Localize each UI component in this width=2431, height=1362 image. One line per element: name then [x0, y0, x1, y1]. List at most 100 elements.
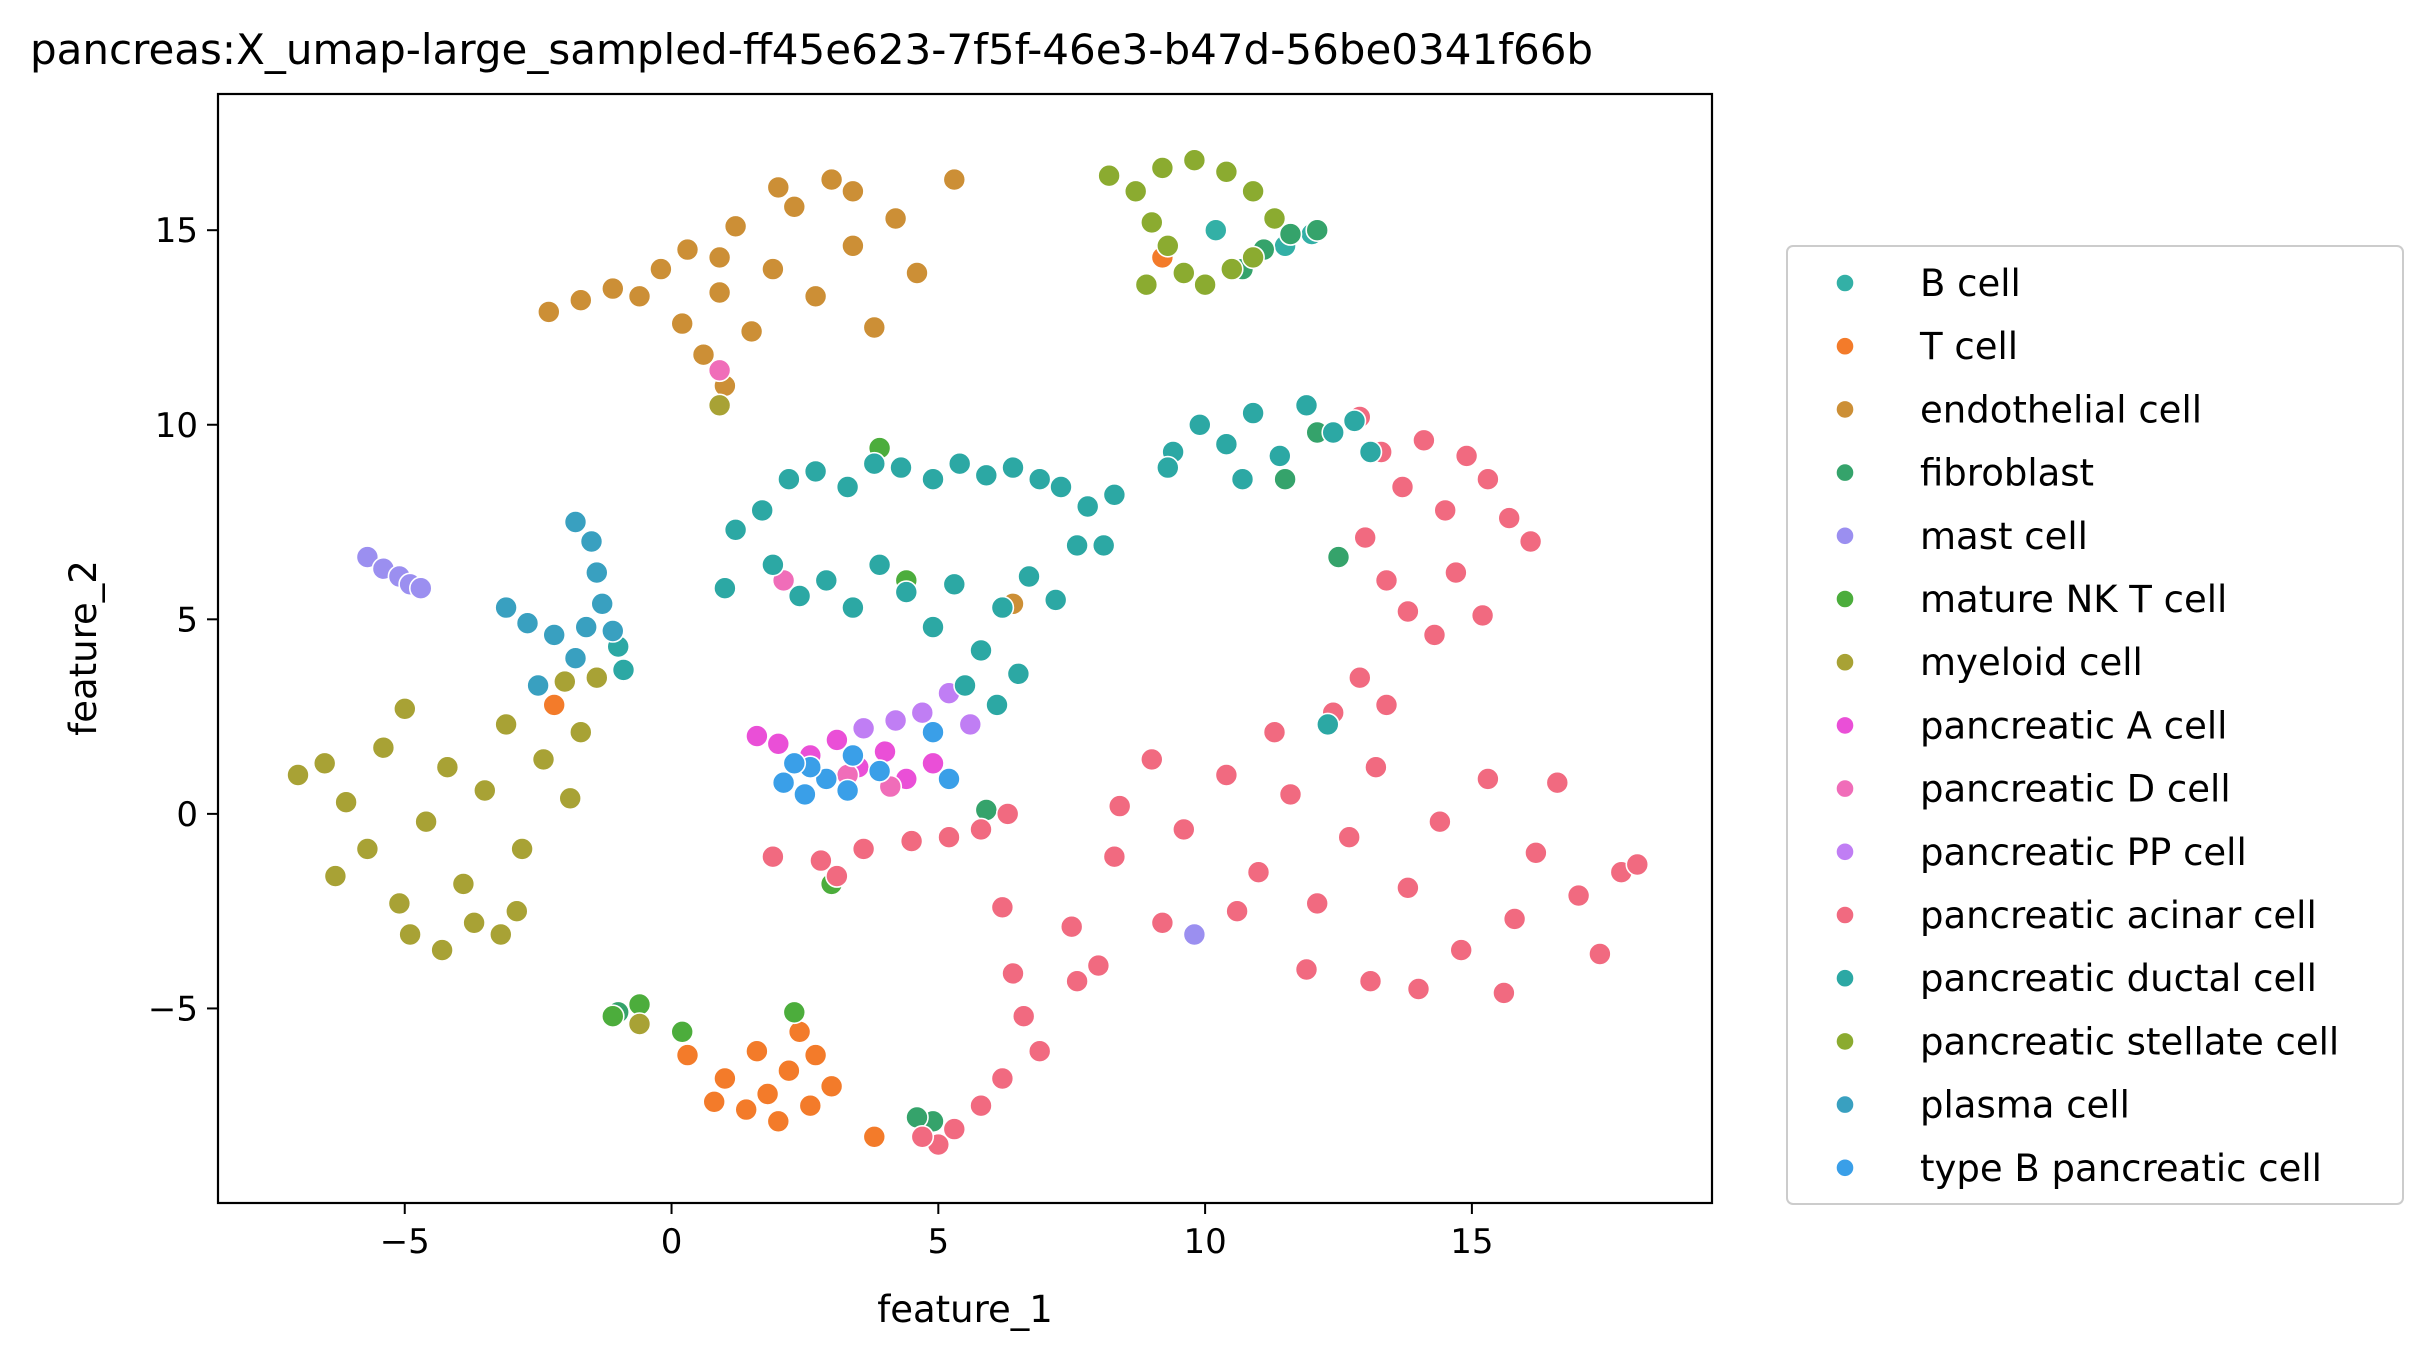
legend-label: plasma cell [1920, 1084, 2130, 1127]
scatter-point [435, 755, 460, 780]
legend-item: myeloid cell [1835, 641, 2143, 684]
scatter-point [1476, 467, 1500, 492]
scatter-point [1390, 475, 1415, 499]
scatter-point [1358, 969, 1383, 994]
scatter-point [1278, 222, 1303, 246]
scatter-point [1374, 693, 1399, 717]
scatter-point [803, 284, 828, 309]
scatter-point [1102, 844, 1127, 869]
legend-marker [1835, 968, 1855, 988]
x-axis-label: feature_1 [877, 1288, 1053, 1331]
scatter-point [745, 1039, 769, 1063]
scatter-point [1134, 272, 1159, 297]
legend-marker [1835, 842, 1855, 862]
scatter-point [1102, 482, 1127, 507]
scatter-point [1406, 977, 1431, 1001]
x-tick-label: 0 [661, 1222, 683, 1262]
legend-label: pancreatic stellate cell [1920, 1020, 2339, 1063]
scatter-point [814, 568, 839, 593]
scatter-point [398, 922, 422, 947]
scatter-point [793, 782, 817, 807]
scatter-point [766, 731, 791, 756]
plot-area [216, 92, 1714, 1205]
scatter-point [494, 712, 518, 737]
legend-label: pancreatic PP cell [1920, 831, 2247, 874]
scatter-point [675, 1043, 700, 1067]
scatter-point [510, 837, 534, 861]
scatter-point [937, 825, 961, 850]
scatter-point [1182, 148, 1207, 172]
scatter-point [1225, 899, 1249, 924]
scatter-point [1566, 883, 1591, 908]
legend-label: pancreatic acinar cell [1920, 894, 2317, 937]
scatter-point [905, 1105, 929, 1130]
scatter-point [841, 743, 865, 768]
legend-marker [1835, 273, 1855, 293]
scatter-point [1326, 545, 1351, 569]
scatter-point [1246, 860, 1271, 885]
scatter-point [1422, 623, 1447, 647]
scatter-point [1396, 875, 1420, 900]
legend-label: myeloid cell [1920, 641, 2143, 684]
scatter-point [1241, 245, 1265, 270]
scatter-point [825, 864, 849, 888]
legend-item: fibroblast [1835, 452, 2094, 495]
scatter-point [1353, 525, 1377, 550]
scatter-point [841, 234, 865, 258]
scatter-point [1412, 428, 1436, 453]
scatter-point [1150, 156, 1175, 180]
scatter-point [755, 1082, 780, 1106]
scatter-point [536, 300, 561, 324]
scatter-point [825, 728, 849, 752]
legend-marker [1835, 526, 1855, 546]
legend-item: pancreatic PP cell [1835, 831, 2247, 874]
scatter-point [1043, 588, 1068, 612]
scatter-point [1433, 498, 1457, 523]
legend-marker [1835, 1094, 1855, 1115]
scatter-point [803, 459, 828, 484]
legend-marker [1835, 399, 1855, 420]
scatter-point [579, 529, 604, 554]
legend-item: plasma cell [1835, 1084, 2130, 1127]
scatter-point [782, 1000, 807, 1025]
legend-label: type B pancreatic cell [1920, 1147, 2322, 1190]
scatter-point [910, 1125, 935, 1149]
scatter-point [414, 809, 438, 834]
scatter-point [494, 595, 518, 620]
scatter-point [766, 175, 791, 200]
scatter-point [707, 280, 732, 305]
scatter-point [1001, 961, 1025, 986]
scatter-point [702, 1090, 727, 1114]
scatter-point [958, 712, 983, 737]
scatter-point [1172, 817, 1196, 842]
scatter-point [649, 257, 673, 281]
scatter-point [1305, 218, 1329, 242]
scatter-point [1294, 957, 1319, 982]
scatter-point [1156, 455, 1180, 480]
legend-item: pancreatic acinar cell [1835, 894, 2317, 937]
scatter-point [1342, 409, 1367, 433]
scatter-point [1454, 444, 1479, 468]
scatter-point [1150, 910, 1175, 935]
scatter-point [814, 767, 839, 791]
legend-label: fibroblast [1920, 452, 2094, 495]
scatter-point [1193, 272, 1217, 297]
legend-item: mast cell [1835, 515, 2088, 558]
scatter-point [782, 195, 807, 219]
legend-item: pancreatic D cell [1835, 768, 2231, 811]
scatter-point [568, 288, 593, 313]
scatter-point [1065, 533, 1089, 558]
scatter-point [1497, 506, 1521, 530]
scatter-point [334, 790, 358, 815]
scatter-point [883, 206, 908, 231]
x-tick-label: −5 [380, 1222, 430, 1262]
scatter-point [985, 693, 1009, 717]
scatter-point [969, 817, 993, 842]
scatter-point [1337, 825, 1361, 850]
scatter-point [355, 545, 380, 569]
scatter-point [1172, 261, 1196, 285]
scatter-point [1374, 568, 1399, 593]
scatter-point [739, 319, 764, 344]
legend-label: pancreatic A cell [1920, 704, 2227, 747]
